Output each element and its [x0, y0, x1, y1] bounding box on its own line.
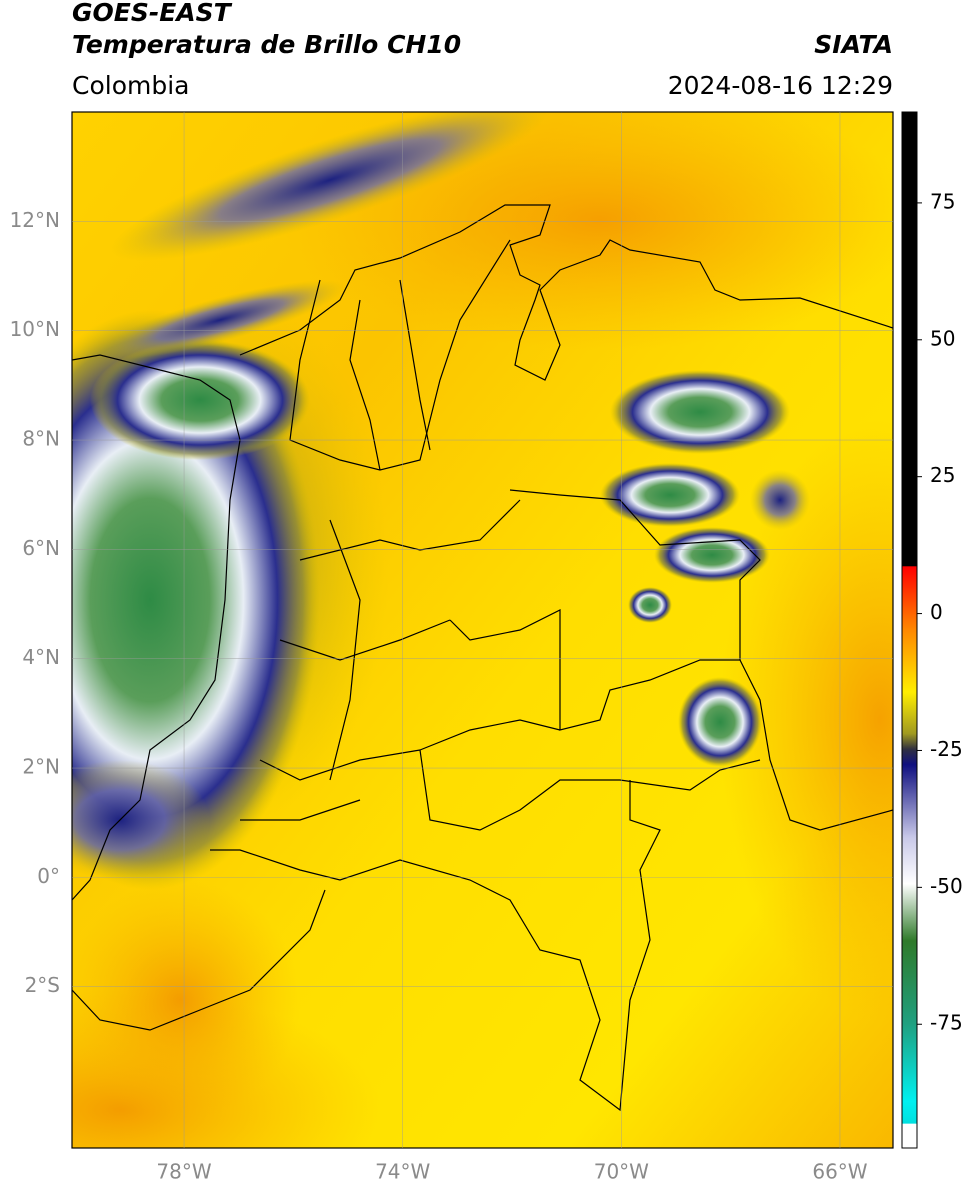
colorbar-tick-label: 25 [930, 463, 955, 487]
department-border [240, 499, 620, 831]
y-tick-label: 12°N [10, 208, 60, 232]
colorbar-tick-label: 50 [930, 326, 955, 350]
colorbar-tick-label: -50 [930, 874, 963, 898]
colorbar-tick-label: -25 [930, 737, 963, 761]
colorbar [901, 111, 918, 1149]
x-tick-label: 74°W [375, 1160, 430, 1184]
warm-area [72, 880, 300, 1120]
product-title: Temperatura de Brillo CH10 [72, 30, 461, 59]
x-tick-label: 78°W [156, 1160, 211, 1184]
country-border [739, 659, 893, 831]
y-tick-label: 8°N [22, 427, 60, 451]
colorbar-tick-label: 0 [930, 600, 943, 624]
y-tick-label: 10°N [10, 317, 60, 341]
satellite-title: GOES-EAST [72, 0, 233, 27]
storm-cloud [654, 527, 770, 583]
department-border [329, 279, 431, 781]
country-border [210, 780, 661, 1112]
y-tick-label: 0° [37, 864, 60, 888]
warm-area [720, 420, 893, 1020]
storm-cloud [72, 310, 320, 890]
y-tick-label: 2°S [25, 973, 60, 997]
cloud-band [94, 280, 346, 360]
storm-cloud [90, 340, 310, 460]
colorbar-tick-label: 75 [930, 189, 955, 213]
storm-cloud [610, 370, 790, 454]
y-tick-label: 4°N [22, 645, 60, 669]
storm-cloud [628, 587, 672, 623]
x-tick-label: 66°W [812, 1160, 867, 1184]
x-tick-label: 70°W [594, 1160, 649, 1184]
colorbar-tick-label: -75 [930, 1011, 963, 1035]
country-border [619, 759, 761, 791]
map-image [72, 112, 893, 1148]
map-frame [71, 111, 894, 1149]
coastline [239, 204, 893, 381]
region-label: Colombia [72, 71, 189, 100]
coastline [72, 354, 241, 901]
y-tick-label: 2°N [22, 755, 60, 779]
grid [72, 112, 893, 1148]
storm-cloud [600, 463, 740, 527]
cloud-band [110, 112, 550, 261]
storm-cloud [678, 677, 762, 767]
timestamp-label: 2024-08-16 12:29 [668, 71, 893, 100]
cloud-band [750, 470, 810, 530]
y-tick-label: 6°N [22, 536, 60, 560]
cloud-band [72, 760, 210, 880]
source-label: SIATA [814, 30, 893, 59]
country-border [449, 489, 761, 731]
coastline [72, 889, 326, 1031]
